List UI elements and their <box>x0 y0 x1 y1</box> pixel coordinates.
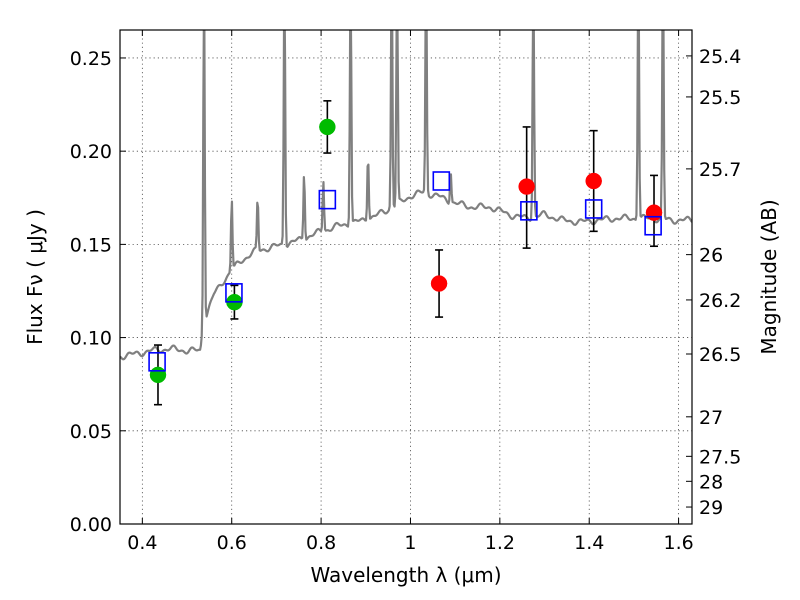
x-axis-title: Wavelength λ (μm) <box>310 563 501 587</box>
magnitude-tick-label: 26.2 <box>699 290 741 312</box>
model-flux-square <box>225 283 243 303</box>
red-data-point <box>518 178 535 195</box>
y-axis-title: Flux Fν ( μJy ) <box>23 209 47 345</box>
y-tick-label: 0.05 <box>70 421 112 443</box>
y-tick-label: 0.10 <box>70 328 112 350</box>
x-tick-label: 0.6 <box>217 532 247 554</box>
y-tick-label: 0.00 <box>70 514 112 536</box>
magnitude-tick-label: 29 <box>699 497 723 519</box>
x-tick-label: 1.2 <box>485 532 515 554</box>
model-flux-square <box>644 215 662 236</box>
model-flux-square <box>520 201 538 221</box>
x-tick-label: 0.4 <box>127 532 157 554</box>
y-tick-label: 0.20 <box>70 141 112 163</box>
green-data-point <box>149 366 167 384</box>
magnitude-tick-label: 27 <box>699 407 723 429</box>
model-flux-square <box>318 189 337 210</box>
magnitude-tick-label: 28 <box>699 471 723 493</box>
green-data-point <box>319 118 336 136</box>
axis-ticks: 0.4 0.6 0.8 1 1.2 1.4 1.6 0.00 0.05 0.10 0.15 0.20 0… <box>70 30 741 554</box>
red-data-point <box>645 204 663 221</box>
x-tick-label: 1 <box>404 532 416 554</box>
magnitude-tick-label: 25.4 <box>699 46 741 68</box>
right-axis-title: Magnitude (AB) <box>757 199 781 354</box>
y-tick-label: 0.25 <box>70 48 112 70</box>
sed-template-line <box>120 30 692 361</box>
magnitude-tick-label: 25.5 <box>699 87 741 109</box>
plot-frame <box>119 29 693 525</box>
red-data-point <box>430 275 448 292</box>
model-flux-square <box>584 199 603 219</box>
magnitude-tick-label: 26.5 <box>699 344 741 366</box>
red-data-point <box>585 172 602 190</box>
model-flux-square <box>432 171 451 191</box>
x-tick-label: 0.8 <box>306 532 336 554</box>
y-tick-label: 0.15 <box>70 234 112 256</box>
x-tick-label: 1.4 <box>574 532 604 554</box>
model-flux-square <box>148 352 166 372</box>
x-tick-label: 1.6 <box>663 532 693 554</box>
magnitude-tick-label: 25.7 <box>699 159 741 181</box>
plot-area <box>120 30 692 406</box>
magnitude-tick-label: 26 <box>699 245 723 267</box>
magnitude-tick-label: 27.5 <box>699 446 741 468</box>
